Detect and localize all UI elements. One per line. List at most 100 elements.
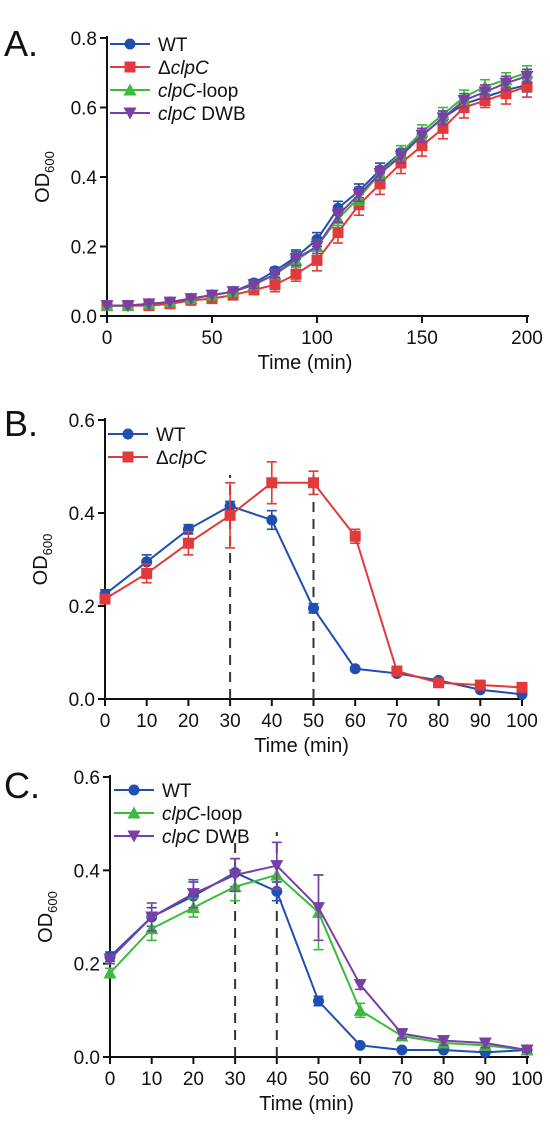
data-point bbox=[352, 188, 366, 201]
y-tick-label: 0.6 bbox=[71, 99, 97, 120]
x-tick-label: 80 bbox=[433, 1069, 454, 1090]
data-point bbox=[141, 567, 153, 579]
y-tick-label: 0.0 bbox=[74, 1048, 100, 1069]
series-WT bbox=[99, 500, 528, 700]
chart-panel-2: B. 0.0 0.2 0.4 0.6 0 10 20 30 40 50 60 70 80 90 100 Time… bbox=[4, 403, 538, 757]
data-point bbox=[310, 241, 324, 253]
data-point bbox=[266, 514, 278, 526]
x-tick-label: 30 bbox=[220, 711, 241, 732]
x-tick-label: 70 bbox=[386, 711, 407, 732]
legend-marker bbox=[123, 83, 137, 96]
data-point bbox=[520, 70, 534, 83]
x-tick-label: 50 bbox=[303, 711, 324, 732]
legend-marker bbox=[128, 784, 140, 796]
panel-letter: C. bbox=[4, 765, 40, 806]
y-tick-label: 0.2 bbox=[74, 955, 100, 976]
y-axis-title-sub: 600 bbox=[45, 891, 60, 913]
x-tick-label: 50 bbox=[308, 1069, 329, 1090]
x-axis-title: Time (min) bbox=[259, 1093, 354, 1115]
x-tick-label: 0 bbox=[105, 1069, 116, 1090]
data-point bbox=[186, 888, 200, 901]
data-point bbox=[224, 509, 236, 521]
data-point bbox=[205, 289, 219, 302]
series-dwb bbox=[100, 68, 534, 313]
series-line bbox=[104, 504, 523, 696]
legend-entry: ΔclpC bbox=[158, 58, 209, 79]
x-tick-label: 90 bbox=[475, 1069, 496, 1090]
legend-entry: ΔclpC bbox=[156, 448, 207, 469]
data-point bbox=[182, 537, 194, 549]
x-tick-label: 150 bbox=[406, 328, 438, 349]
x-axis-title: Time (min) bbox=[258, 352, 353, 374]
data-point bbox=[433, 677, 445, 689]
y-tick-label: 0.4 bbox=[71, 168, 98, 189]
x-axis-title: Time (min) bbox=[254, 735, 349, 757]
x-tick-label: 90 bbox=[470, 711, 491, 732]
y-tick-label: 0.0 bbox=[71, 307, 97, 328]
y-tick-label: 0.4 bbox=[74, 861, 101, 882]
legend-marker bbox=[127, 830, 141, 843]
data-point bbox=[373, 168, 387, 181]
x-tick-label: 70 bbox=[391, 1069, 412, 1090]
data-point bbox=[163, 296, 177, 309]
data-point bbox=[353, 979, 367, 992]
x-tick-label: 40 bbox=[266, 1069, 287, 1090]
data-point bbox=[479, 95, 491, 107]
data-point bbox=[374, 178, 386, 190]
legend-entry: WT bbox=[162, 781, 192, 802]
x-tick-label: 100 bbox=[506, 711, 538, 732]
chart-panel-3: C. 0.0 0.2 0.4 0.6 0 10 20 30 40 50 60 70 80 90 100 Time… bbox=[4, 765, 543, 1115]
legend-marker bbox=[122, 428, 134, 440]
data-point bbox=[313, 995, 324, 1007]
x-tick-label: 40 bbox=[261, 711, 282, 732]
x-tick-label: 60 bbox=[350, 1069, 371, 1090]
data-point bbox=[184, 293, 198, 306]
data-point bbox=[474, 679, 486, 691]
y-tick-label: 0.8 bbox=[71, 29, 97, 50]
data-point bbox=[99, 593, 111, 605]
data-point bbox=[353, 1003, 367, 1016]
data-point bbox=[103, 953, 117, 966]
data-point bbox=[391, 665, 403, 677]
data-point bbox=[145, 911, 159, 924]
data-point bbox=[520, 1044, 534, 1057]
data-point bbox=[247, 279, 261, 292]
data-point bbox=[437, 1035, 451, 1048]
x-tick-label: 50 bbox=[201, 328, 222, 349]
data-point bbox=[332, 227, 344, 239]
series-dwb bbox=[103, 841, 534, 1057]
x-tick-label: 20 bbox=[178, 711, 199, 732]
legend-entry: clpC-loop bbox=[162, 804, 242, 825]
data-point bbox=[349, 530, 361, 542]
panel-letter: B. bbox=[4, 403, 38, 444]
data-point bbox=[269, 279, 281, 291]
legend-entry: clpC DWB bbox=[158, 104, 246, 125]
data-point bbox=[396, 1044, 408, 1056]
x-tick-label: 200 bbox=[511, 328, 543, 349]
y-axis-title: OD600 bbox=[35, 891, 60, 943]
data-point bbox=[228, 869, 242, 882]
y-axis-title-main: OD bbox=[32, 173, 54, 203]
data-point bbox=[436, 112, 450, 125]
y-tick-label: 0.6 bbox=[74, 768, 100, 789]
data-point bbox=[415, 129, 429, 142]
legend-marker bbox=[124, 61, 136, 73]
data-point bbox=[142, 298, 156, 311]
y-axis-title-main: OD bbox=[30, 555, 52, 585]
data-point bbox=[478, 1037, 492, 1050]
data-point bbox=[311, 254, 323, 266]
data-point bbox=[437, 122, 449, 134]
data-point bbox=[270, 860, 284, 873]
legend-entry: clpC-loop bbox=[158, 81, 238, 102]
y-tick-label: 0.4 bbox=[69, 504, 96, 525]
series-clpC bbox=[99, 461, 528, 693]
legend-entry: WT bbox=[156, 425, 186, 446]
data-point bbox=[290, 268, 302, 280]
data-point bbox=[457, 95, 471, 108]
panel-letter: A. bbox=[4, 23, 38, 64]
legend-marker bbox=[124, 38, 136, 50]
data-point bbox=[289, 253, 303, 266]
